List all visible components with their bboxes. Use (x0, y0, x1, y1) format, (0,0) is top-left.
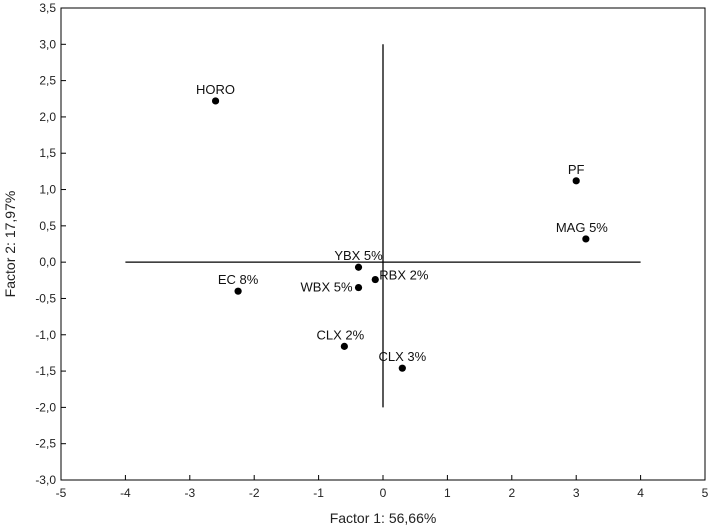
reference-lines (125, 44, 641, 408)
point-label: MAG 5% (556, 220, 608, 235)
x-axis-ticks: -5 -4 -3 -2 -1 0 1 2 3 4 5 (56, 475, 709, 500)
y-tick-label: 3,0 (39, 37, 56, 51)
data-point (234, 287, 242, 295)
y-tick-label: -2,0 (35, 400, 56, 414)
x-tick-label: 3 (573, 486, 580, 500)
point-label: EC 8% (218, 272, 259, 287)
point-label: HORO (196, 82, 235, 97)
data-point (371, 275, 379, 284)
x-tick-label: -2 (249, 486, 260, 500)
data-point (211, 97, 220, 105)
y-axis-title: Factor 2: 17,97% (2, 191, 18, 298)
y-tick-label: 0,5 (39, 219, 56, 233)
x-tick-label: -5 (56, 486, 67, 500)
y-tick-label: 3,5 (39, 1, 56, 15)
y-tick-label: 2,0 (39, 110, 56, 124)
y-tick-label: -3,0 (35, 473, 56, 487)
x-tick-label: -4 (120, 486, 131, 500)
y-tick-label: -1,0 (35, 328, 56, 342)
y-tick-label: -1,5 (35, 364, 56, 378)
point-label: CLX 3% (378, 349, 426, 364)
point-label: CLX 2% (317, 327, 365, 342)
y-tick-label: -0,5 (35, 291, 56, 305)
y-tick-label: 0,0 (39, 255, 56, 269)
point-label: PF (568, 162, 585, 177)
y-tick-label: 1,0 (39, 183, 56, 197)
data-point (398, 364, 406, 372)
point-label: WBX 5% (301, 280, 353, 295)
data-points: HORO PF MAG 5% YBX 5% RBX 2% WBX 5% EC 8% CLX 2… (196, 82, 608, 372)
data-point (582, 235, 590, 243)
point-label: RBX 2% (379, 268, 429, 283)
x-tick-label: -1 (313, 486, 324, 500)
y-axis-ticks: -3,0 -2,5 -2,0 -1,5 -1,0 -0,5 0,0 0,5 1,0 1,5 2,0 2… (35, 1, 66, 487)
data-point (340, 342, 348, 350)
data-point (354, 263, 363, 271)
point-label: YBX 5% (334, 248, 383, 263)
x-tick-label: 1 (444, 486, 451, 500)
y-tick-label: 1,5 (39, 146, 56, 160)
data-point (354, 283, 363, 292)
x-axis-title: Factor 1: 56,66% (330, 510, 437, 526)
x-tick-label: -3 (184, 486, 195, 500)
y-tick-label: -2,5 (35, 437, 56, 451)
x-tick-label: 2 (508, 486, 515, 500)
x-tick-label: 0 (380, 486, 387, 500)
x-tick-label: 4 (637, 486, 644, 500)
x-tick-label: 5 (702, 486, 709, 500)
data-point (572, 177, 580, 185)
y-tick-label: 2,5 (39, 74, 56, 88)
